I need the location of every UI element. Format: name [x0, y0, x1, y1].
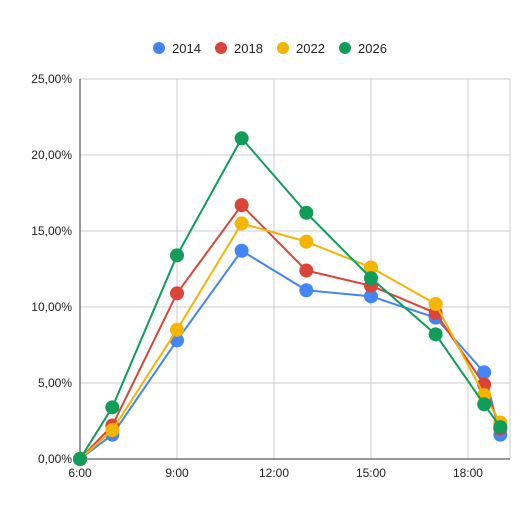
data-point-2022[interactable] — [363, 260, 378, 275]
data-point-2014[interactable] — [477, 365, 492, 380]
x-tick-label: 6:00 — [68, 466, 92, 480]
y-tick-label: 20,00% — [31, 148, 72, 162]
data-point-2022[interactable] — [428, 296, 443, 311]
data-point-2022[interactable] — [105, 423, 120, 438]
y-tick-label: 25,00% — [31, 72, 72, 86]
legend-marker — [215, 42, 227, 54]
data-point-2026[interactable] — [299, 205, 314, 220]
data-point-2026[interactable] — [493, 420, 508, 435]
legend-marker — [277, 42, 289, 54]
legend-label: 2018 — [234, 41, 263, 56]
series-2014 — [73, 243, 508, 466]
x-tick-label: 15:00 — [356, 466, 386, 480]
data-point-2026[interactable] — [169, 248, 184, 263]
y-tick-label: 15,00% — [31, 224, 72, 238]
data-point-2018[interactable] — [234, 198, 249, 213]
grid-lines — [80, 78, 511, 459]
x-tick-label: 18:00 — [453, 466, 483, 480]
data-point-2026[interactable] — [428, 327, 443, 342]
legend-label: 2026 — [358, 41, 387, 56]
y-tick-label: 0,00% — [38, 452, 72, 466]
data-point-2014[interactable] — [299, 283, 314, 298]
legend-label: 2022 — [296, 41, 325, 56]
legend: 2014 2018 2022 2026 — [153, 41, 387, 56]
data-point-2026[interactable] — [73, 452, 87, 466]
data-point-2026[interactable] — [363, 271, 378, 286]
data-point-2026[interactable] — [234, 131, 249, 146]
data-point-2026[interactable] — [105, 400, 120, 415]
legend-marker — [153, 42, 165, 54]
data-point-2026[interactable] — [477, 397, 492, 412]
data-point-2022[interactable] — [169, 322, 184, 337]
series-layer — [73, 131, 508, 466]
legend-item-2022[interactable]: 2022 — [277, 41, 325, 56]
y-tick-label: 10,00% — [31, 300, 72, 314]
legend-item-2014[interactable]: 2014 — [153, 41, 201, 56]
series-line-2022 — [79, 222, 502, 460]
legend-marker — [339, 42, 351, 54]
legend-item-2026[interactable]: 2026 — [339, 41, 387, 56]
series-line-2014 — [79, 249, 502, 460]
data-point-2014[interactable] — [363, 289, 378, 304]
y-tick-label: 5,00% — [38, 376, 72, 390]
x-tick-label: 9:00 — [165, 466, 189, 480]
legend-item-2018[interactable]: 2018 — [215, 41, 263, 56]
x-tick-label: 12:00 — [259, 466, 289, 480]
data-point-2022[interactable] — [234, 216, 249, 231]
series-2026 — [73, 131, 508, 466]
data-point-2014[interactable] — [234, 243, 249, 258]
legend-label: 2014 — [172, 41, 201, 56]
data-point-2018[interactable] — [299, 263, 314, 278]
axes: 0,00% 5,00% 10,00% 15,00% 20,00% 25,00% 6:00 9:… — [31, 72, 510, 480]
data-point-2018[interactable] — [169, 286, 184, 301]
data-point-2022[interactable] — [299, 234, 314, 249]
